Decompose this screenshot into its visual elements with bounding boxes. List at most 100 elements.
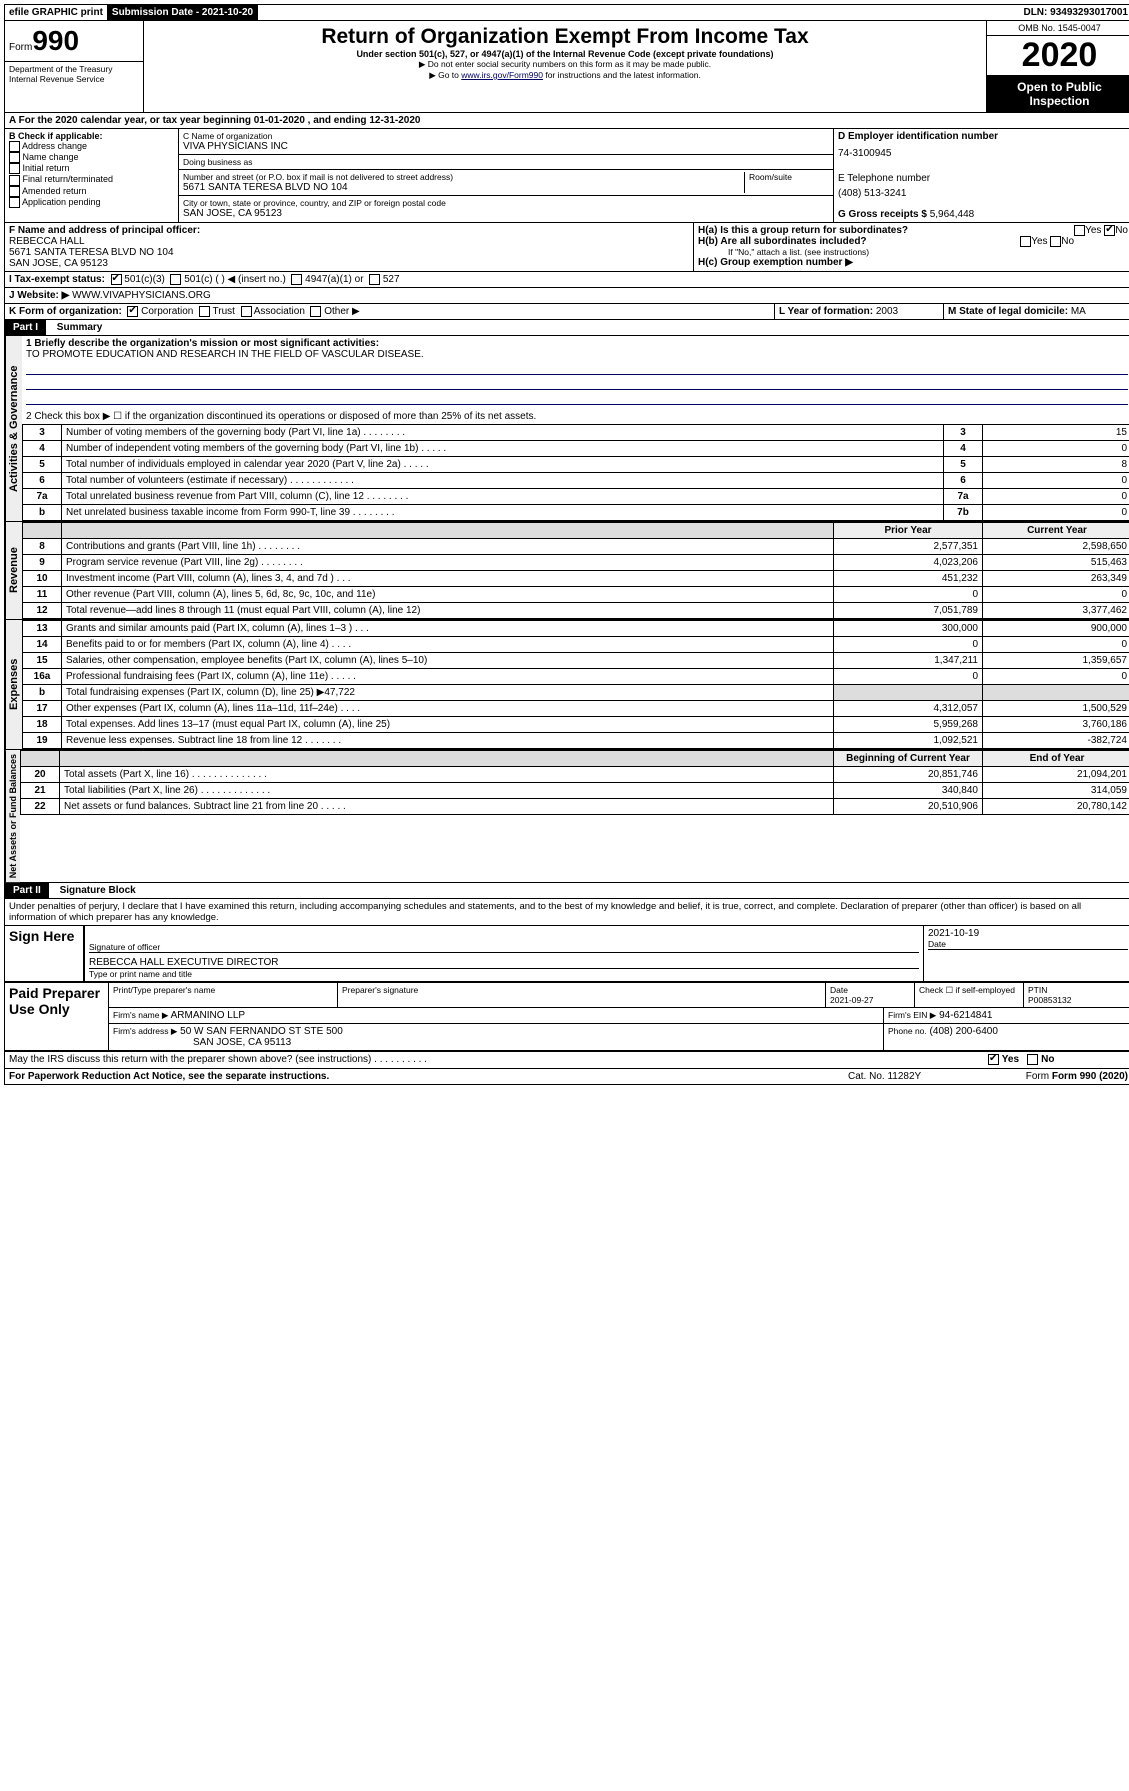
state-domicile: MA <box>1071 306 1086 317</box>
paperwork-notice: For Paperwork Reduction Act Notice, see … <box>9 1071 848 1082</box>
firm-addr1: 50 W SAN FERNANDO ST STE 500 <box>180 1026 343 1037</box>
j-label: J Website: ▶ <box>9 290 69 301</box>
sig-officer-label: Signature of officer <box>89 942 919 953</box>
table-row: 19Revenue less expenses. Subtract line 1… <box>23 733 1129 749</box>
checkbox[interactable] <box>9 152 20 163</box>
checkbox[interactable] <box>9 163 20 174</box>
checkbox[interactable] <box>9 186 20 197</box>
tax-year: 2020 <box>987 36 1129 76</box>
discuss-no[interactable] <box>1027 1054 1038 1065</box>
ptin: P00853132 <box>1028 995 1072 1005</box>
box-c: C Name of organization VIVA PHYSICIANS I… <box>179 129 834 222</box>
table-row: 3Number of voting members of the governi… <box>23 425 1129 441</box>
org-form-check[interactable] <box>199 306 210 317</box>
hb-note: If "No," attach a list. (see instruction… <box>698 247 1128 257</box>
prep-sig-label: Preparer's signature <box>338 983 826 1007</box>
discuss-row: May the IRS discuss this return with the… <box>4 1052 1129 1068</box>
table-row: 11Other revenue (Part VIII, column (A), … <box>23 587 1129 603</box>
form-title: Return of Organization Exempt From Incom… <box>148 25 982 49</box>
tax-status-check[interactable] <box>111 274 122 285</box>
ha-yes[interactable] <box>1074 225 1085 236</box>
ha-label: H(a) Is this a group return for subordin… <box>698 225 908 236</box>
type-name-label: Type or print name and title <box>89 969 919 979</box>
line1-label: 1 Briefly describe the organization's mi… <box>26 338 379 349</box>
table-row: 13Grants and similar amounts paid (Part … <box>23 621 1129 637</box>
form-note1: ▶ Do not enter social security numbers o… <box>148 59 982 70</box>
sign-here-label: Sign Here <box>5 926 85 981</box>
firm-ein: 94-6214841 <box>939 1010 992 1021</box>
row-a-period: A For the 2020 calendar year, or tax yea… <box>4 113 1129 129</box>
officer-addr2: SAN JOSE, CA 95123 <box>9 258 108 269</box>
hb-label: H(b) Are all subordinates included? <box>698 236 867 247</box>
table-row: 22Net assets or fund balances. Subtract … <box>21 799 1129 815</box>
org-form-check[interactable] <box>241 306 252 317</box>
part2-subtitle: Signature Block <box>52 885 136 896</box>
table-row: 7aTotal unrelated business revenue from … <box>23 489 1129 505</box>
box-b-item: Initial return <box>9 163 174 174</box>
c-name-label: C Name of organization <box>183 131 829 141</box>
gross-receipts: 5,964,448 <box>930 209 975 220</box>
c-city-label: City or town, state or province, country… <box>183 198 829 208</box>
row-fh: F Name and address of principal officer:… <box>4 223 1129 272</box>
website[interactable]: WWW.VIVAPHYSICIANS.ORG <box>72 290 211 301</box>
checkbox[interactable] <box>9 141 20 152</box>
box-b-item: Application pending <box>9 197 174 208</box>
c-dba-label: Doing business as <box>183 157 829 167</box>
tax-status-check[interactable] <box>170 274 181 285</box>
dln: DLN: 93493293017001 <box>1019 5 1129 20</box>
room-label: Room/suite <box>749 172 829 182</box>
dept-irs: Internal Revenue Service <box>9 74 104 84</box>
firm-phone: (408) 200-6400 <box>930 1026 998 1037</box>
table-row: 4Number of independent voting members of… <box>23 441 1129 457</box>
box-b-header: B Check if applicable: <box>9 131 174 141</box>
tax-status-check[interactable] <box>369 274 380 285</box>
k-label: K Form of organization: <box>9 306 122 317</box>
hb-yes[interactable] <box>1020 236 1031 247</box>
org-form-check[interactable] <box>310 306 321 317</box>
f-label: F Name and address of principal officer: <box>9 225 200 236</box>
signature-block: Sign Here Signature of officer REBECCA H… <box>4 926 1129 983</box>
open-public: Open to Public Inspection <box>987 76 1129 112</box>
part1-subtitle: Summary <box>49 322 103 333</box>
irs-link[interactable]: www.irs.gov/Form990 <box>461 70 543 80</box>
form-label: Form <box>9 42 32 53</box>
form-header: Form990 Department of the Treasury Inter… <box>4 21 1129 113</box>
perjury-text: Under penalties of perjury, I declare th… <box>4 899 1129 926</box>
box-b: B Check if applicable: Address change Na… <box>5 129 179 222</box>
hb-no[interactable] <box>1050 236 1061 247</box>
org-form-check[interactable] <box>127 306 138 317</box>
box-b-item: Amended return <box>9 186 174 197</box>
part1-body: Activities & Governance 1 Briefly descri… <box>4 336 1129 522</box>
efile-label[interactable]: efile GRAPHIC print <box>5 5 108 20</box>
checkbox[interactable] <box>9 197 20 208</box>
i-label: I Tax-exempt status: <box>9 274 105 285</box>
hc-label: H(c) Group exemption number ▶ <box>698 257 1128 268</box>
submission-date: Submission Date - 2021-10-20 <box>108 5 258 20</box>
tax-status-check[interactable] <box>291 274 302 285</box>
table-row: 16aProfessional fundraising fees (Part I… <box>23 669 1129 685</box>
note2-pre: ▶ Go to <box>429 70 461 80</box>
omb-number: OMB No. 1545-0047 <box>987 21 1129 36</box>
c-addr-label: Number and street (or P.O. box if mail i… <box>183 172 744 182</box>
table-row: 9Program service revenue (Part VIII, lin… <box>23 555 1129 571</box>
vert-governance: Activities & Governance <box>5 336 22 521</box>
e-phone-label: E Telephone number <box>838 173 1128 184</box>
form-subtitle: Under section 501(c), 527, or 4947(a)(1)… <box>148 49 982 59</box>
box-b-item: Final return/terminated <box>9 174 174 185</box>
l-label: L Year of formation: <box>779 306 873 317</box>
checkbox[interactable] <box>9 175 20 186</box>
vert-expenses: Expenses <box>5 620 22 749</box>
check-self: Check ☐ if self-employed <box>915 983 1024 1007</box>
footer: For Paperwork Reduction Act Notice, see … <box>4 1069 1129 1085</box>
date-label: Date <box>928 939 1128 950</box>
discuss-yes[interactable] <box>988 1054 999 1065</box>
m-label: M State of legal domicile: <box>948 306 1068 317</box>
row-j: J Website: ▶ WWW.VIVAPHYSICIANS.ORG <box>4 288 1129 304</box>
form-number: 990 <box>32 25 79 56</box>
row-i: I Tax-exempt status: 501(c)(3) 501(c) ( … <box>4 272 1129 288</box>
ha-no[interactable] <box>1104 225 1115 236</box>
row-klm: K Form of organization: Corporation Trus… <box>4 304 1129 320</box>
sig-date: 2021-10-19 <box>928 928 1128 939</box>
line2: 2 Check this box ▶ ☐ if the organization… <box>22 409 1129 424</box>
footer-form: Form 990 (2020) <box>1052 1071 1128 1082</box>
